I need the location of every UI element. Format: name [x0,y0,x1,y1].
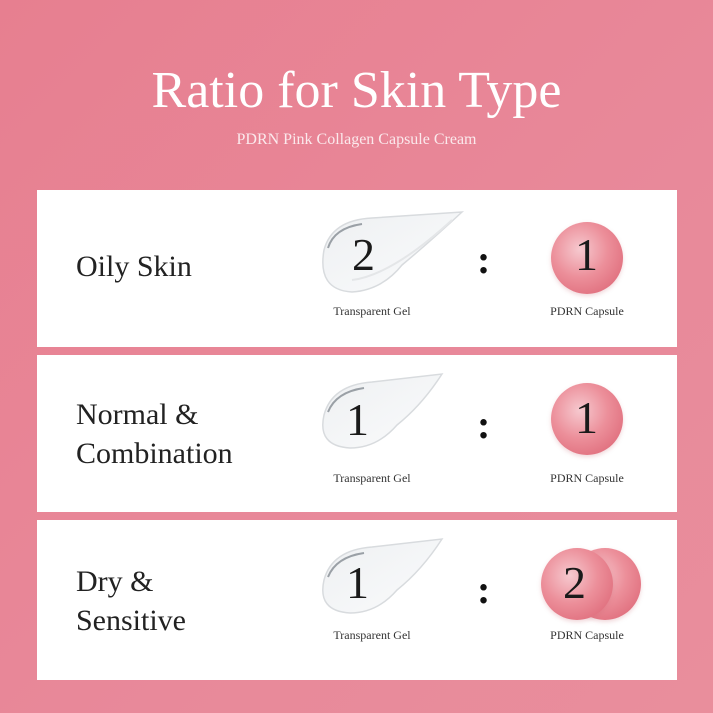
gel-ratio-number: 1 [346,557,369,608]
skin-type-label: Dry & Sensitive [76,565,186,637]
capsule-ratio-number: 1 [575,229,598,280]
pdrn-capsule-image [551,222,623,294]
capsule-label: PDRN Capsule [550,304,624,318]
capsule-label: PDRN Capsule [550,628,624,642]
pdrn-capsule-image-front [541,548,613,620]
ratio-separator: : [477,567,491,612]
transparent-gel-image [312,370,462,460]
transparent-gel-image [312,210,465,300]
capsule-ratio-number: 1 [575,392,598,443]
skin-type-label: Normal & Combination [76,398,233,470]
gel-ratio-number: 2 [352,229,375,280]
gel-ratio-number: 1 [346,394,369,445]
skin-type-label: Oily Skin [76,250,192,283]
pdrn-capsule-image [551,383,623,455]
gel-label: Transparent Gel [333,471,411,485]
ratio-separator: : [477,402,491,447]
ratio-card-dry-sensitive: Dry & Sensitive 1 : 2 Transparent Gel PDR… [37,520,677,680]
gel-label: Transparent Gel [333,628,411,642]
page-subtitle: PDRN Pink Collagen Capsule Cream [236,131,477,148]
page-title: Ratio for Skin Type [151,62,562,119]
ratio-separator: : [477,237,491,282]
capsule-ratio-number: 2 [563,557,586,608]
transparent-gel-image [312,535,462,625]
capsule-label: PDRN Capsule [550,471,624,485]
ratio-card-normal-combination: Normal & Combination 1 : 1 Transparent Ge… [37,355,677,512]
gel-label: Transparent Gel [333,304,411,318]
ratio-card-oily: Oily Skin 2 : 1 Transparent Gel PDRN Cap… [37,190,677,347]
